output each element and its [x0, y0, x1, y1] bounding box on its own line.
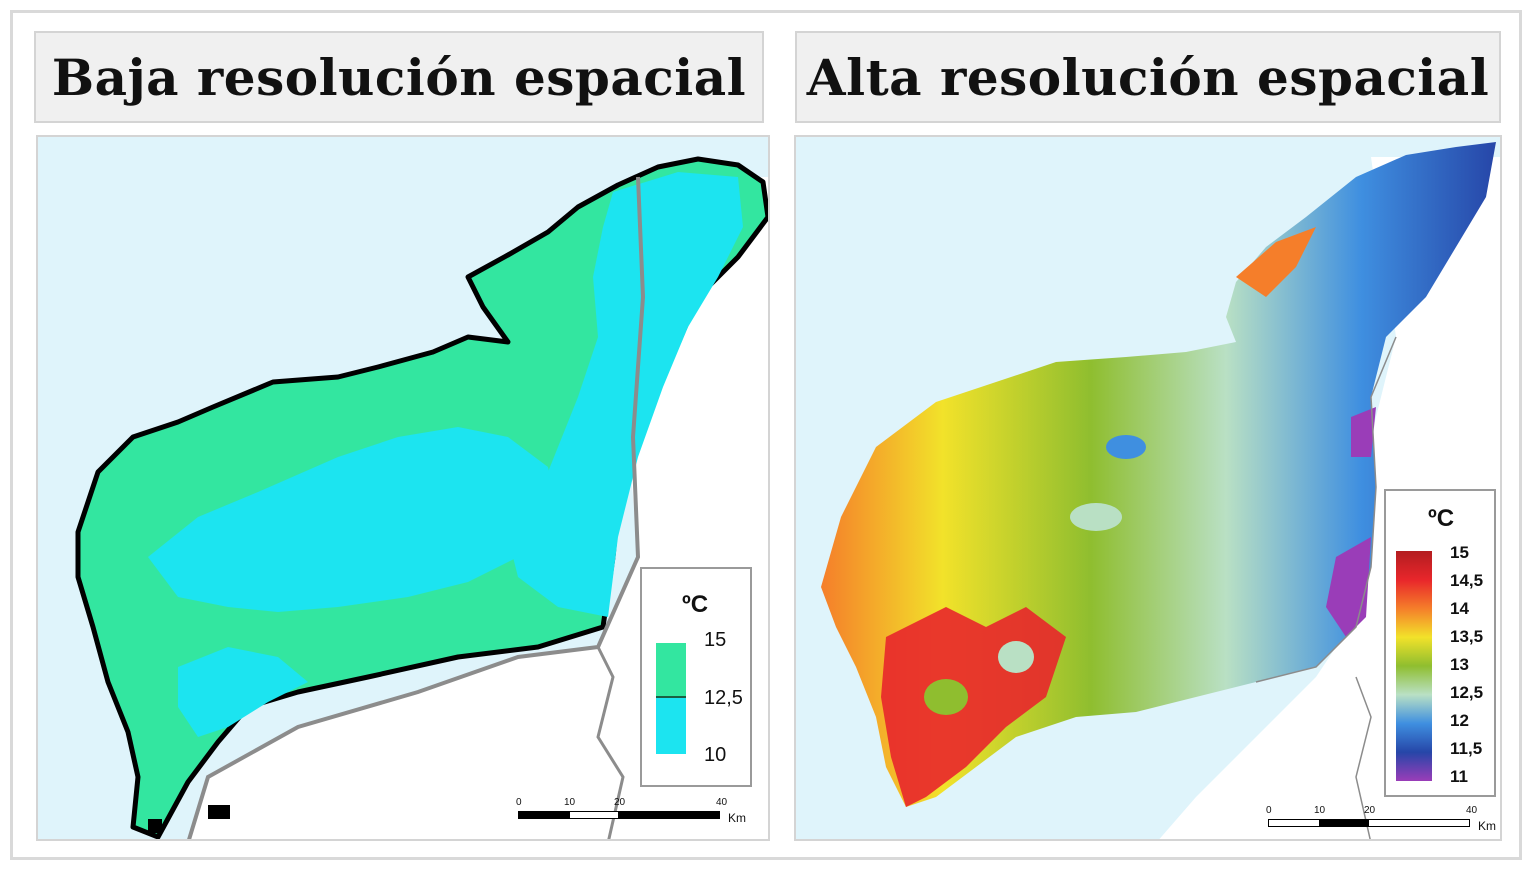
legend-label-10: 10	[704, 744, 727, 766]
scale-tick-40: 40	[716, 797, 728, 808]
region-cold-spot	[1106, 435, 1146, 459]
scale-bar-segment	[618, 811, 720, 819]
legend-label-12-5: 12,5	[704, 687, 743, 709]
scale-bar-segment	[569, 811, 619, 819]
low-resolution-map: ºC 15 12,5 10 0 10 20 40 Km	[36, 135, 770, 841]
region-fill-low-center	[148, 427, 558, 612]
left-panel-title: Baja resolución espacial	[51, 47, 747, 107]
legend-label-14-5: 14,5	[1450, 571, 1484, 590]
region-fill-low-east	[508, 172, 743, 617]
scale-tick-40: 40	[1466, 805, 1478, 816]
right-panel-title: Alta resolución espacial	[806, 47, 1490, 107]
region-coldest-northeast	[1351, 407, 1376, 457]
legend-label-12: 12	[1450, 711, 1469, 730]
legend-swatch-divider	[656, 696, 686, 698]
left-panel-title-box: Baja resolución espacial	[34, 31, 764, 123]
low-resolution-scale-bar: 0 10 20 40 Km	[516, 797, 756, 837]
scale-tick-20: 20	[1364, 805, 1376, 816]
portugal-border	[596, 646, 625, 839]
legend-swatch-low	[656, 698, 686, 754]
region-cold-spot	[924, 679, 968, 715]
scale-unit: Km	[1478, 819, 1496, 833]
scale-tick-20: 20	[614, 797, 626, 808]
scale-bar-segment	[1368, 819, 1470, 827]
region-border	[187, 176, 646, 839]
legend-label-13-5: 13,5	[1450, 627, 1484, 646]
legend-label-14: 14	[1450, 599, 1469, 618]
legend-label-12-5: 12,5	[1450, 683, 1484, 702]
scale-bar-segment	[1319, 819, 1369, 827]
island	[148, 819, 162, 833]
legend-label-11: 11	[1450, 767, 1468, 786]
right-panel-title-box: Alta resolución espacial	[795, 31, 1501, 123]
legend-swatch-high	[656, 643, 686, 697]
scale-bar-segment	[1268, 819, 1320, 827]
low-resolution-legend: ºC 15 12,5 10	[640, 567, 752, 787]
high-resolution-scale-bar: 0 10 20 40 Km	[1266, 805, 1500, 839]
scale-tick-0: 0	[516, 797, 522, 808]
region-border	[1255, 336, 1397, 683]
legend-label-13: 13	[1450, 655, 1469, 674]
region-fill-low-south	[178, 647, 308, 737]
scale-unit: Km	[728, 811, 746, 825]
scale-tick-0: 0	[1266, 805, 1272, 816]
high-resolution-map: ºC 15 14,5 14 13,5 13 12,5 12 11,5 11 0 …	[794, 135, 1502, 841]
neighbour-land	[189, 177, 768, 839]
scale-tick-10: 10	[1314, 805, 1326, 816]
legend-label-15: 15	[1450, 543, 1469, 562]
scale-tick-10: 10	[564, 797, 576, 808]
region-cold-spot	[998, 641, 1034, 673]
legend-color-ramp	[1396, 551, 1432, 781]
region-cold-spot	[1070, 503, 1122, 531]
scale-bar-segment	[518, 811, 570, 819]
low-resolution-map-canvas	[75, 156, 768, 839]
legend-unit: ºC	[1428, 505, 1455, 532]
region-warm-north	[1236, 227, 1316, 297]
legend-label-15: 15	[704, 629, 727, 651]
high-resolution-legend: ºC 15 14,5 14 13,5 13 12,5 12 11,5 11	[1384, 489, 1496, 797]
legend-label-11-5: 11,5	[1450, 739, 1483, 758]
legend-unit: ºC	[682, 591, 709, 618]
portugal-border	[1355, 676, 1372, 839]
island	[208, 805, 230, 819]
